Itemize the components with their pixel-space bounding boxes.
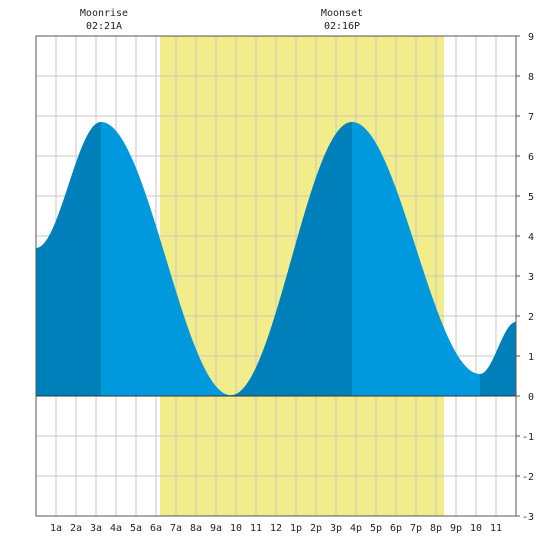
x-tick-label: 11 xyxy=(490,523,502,534)
x-tick-label: 5a xyxy=(130,523,142,534)
x-tick-label: 3a xyxy=(90,523,102,534)
x-tick-label: 4a xyxy=(110,523,122,534)
moon-event-label: Moonrise xyxy=(80,8,128,19)
x-tick-label: 10 xyxy=(470,523,482,534)
y-tick-label: 0 xyxy=(528,392,534,403)
y-tick-label: 9 xyxy=(528,32,534,43)
moon-event-labels: Moonrise 02:21A Moonset 02:16P xyxy=(80,8,363,32)
y-tick-label: 7 xyxy=(528,112,534,123)
x-tick-label: 4p xyxy=(350,523,362,534)
y-tick-label: 8 xyxy=(528,72,534,83)
x-tick-label: 2a xyxy=(70,523,82,534)
x-tick-label: 8p xyxy=(430,523,442,534)
x-tick-label: 5p xyxy=(370,523,382,534)
x-tick-label: 6p xyxy=(390,523,402,534)
tide-area-layer xyxy=(36,122,516,396)
x-tick-label: 3p xyxy=(330,523,342,534)
x-tick-label: 11 xyxy=(250,523,262,534)
x-tick-label: 2p xyxy=(310,523,322,534)
y-tick-label: -2 xyxy=(522,472,534,483)
tide-area-rising-segment xyxy=(231,122,352,396)
y-tick-label: 5 xyxy=(528,192,534,203)
x-tick-label: 1a xyxy=(50,523,62,534)
tide-area-rising-segment xyxy=(480,322,516,396)
x-tick-label: 8a xyxy=(190,523,202,534)
y-tick-label: 2 xyxy=(528,312,534,323)
y-tick-label: 1 xyxy=(528,352,534,363)
tide-area-rising-segment xyxy=(36,122,101,396)
y-tick-label: 6 xyxy=(528,152,534,163)
x-tick-label: 6a xyxy=(150,523,162,534)
moon-event-label: Moonset xyxy=(321,8,363,19)
tide-area xyxy=(36,122,516,396)
x-tick-label: 10 xyxy=(230,523,242,534)
y-tick-label: 4 xyxy=(528,232,534,243)
y-tick-label: -1 xyxy=(522,432,534,443)
x-axis-ticks: 1a 2a 3a 4a 5a 6a 7a 8a 9a 10 11 12 1p 2p 3p 4p 5p 6p 7p 8p… xyxy=(50,523,502,534)
x-tick-label: 9p xyxy=(450,523,462,534)
y-tick-label: 3 xyxy=(528,272,534,283)
y-axis-ticks: -3 -2 -1 0 1 2 3 4 5 6 7 8 9 xyxy=(516,32,534,523)
x-tick-label: 12 xyxy=(270,523,282,534)
x-tick-label: 1p xyxy=(290,523,302,534)
moon-event-time: 02:21A xyxy=(86,21,122,32)
x-tick-label: 7p xyxy=(410,523,422,534)
x-tick-label: 7a xyxy=(170,523,182,534)
y-tick-label: -3 xyxy=(522,512,534,523)
x-tick-label: 9a xyxy=(210,523,222,534)
moon-event-time: 02:16P xyxy=(324,21,360,32)
